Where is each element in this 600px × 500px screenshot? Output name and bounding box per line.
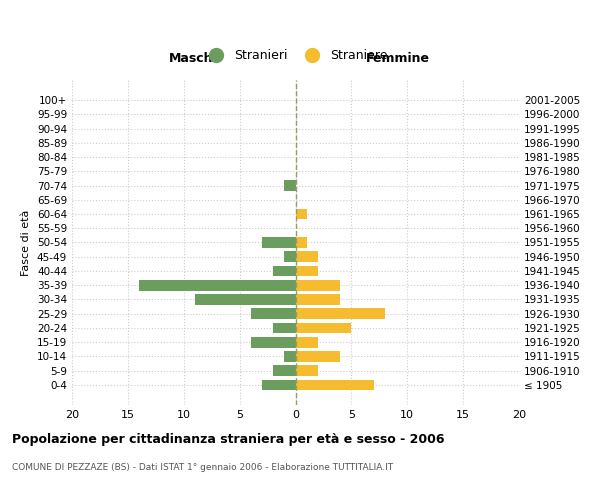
Bar [139, 280, 296, 290]
Bar [284, 180, 296, 191]
Bar [296, 252, 318, 262]
Bar [273, 266, 296, 276]
Bar [251, 337, 296, 347]
Bar [273, 366, 296, 376]
Text: Femmine: Femmine [367, 52, 430, 66]
Bar [251, 308, 296, 319]
Bar [262, 237, 296, 248]
Bar [296, 208, 307, 220]
Legend: Stranieri, Straniere: Stranieri, Straniere [199, 44, 392, 67]
Bar [296, 266, 318, 276]
Bar [296, 308, 385, 319]
Bar [296, 337, 318, 347]
Bar [296, 280, 340, 290]
Text: Popolazione per cittadinanza straniera per età e sesso - 2006: Popolazione per cittadinanza straniera p… [12, 432, 445, 446]
Bar [284, 252, 296, 262]
Y-axis label: Anni di nascita: Anni di nascita [597, 201, 600, 284]
Bar [296, 237, 307, 248]
Bar [296, 322, 352, 334]
Bar [296, 351, 340, 362]
Bar [296, 366, 318, 376]
Bar [195, 294, 296, 305]
Bar [296, 380, 374, 390]
Y-axis label: Fasce di età: Fasce di età [22, 210, 31, 276]
Text: Maschi: Maschi [169, 52, 217, 66]
Text: COMUNE DI PEZZAZE (BS) - Dati ISTAT 1° gennaio 2006 - Elaborazione TUTTITALIA.IT: COMUNE DI PEZZAZE (BS) - Dati ISTAT 1° g… [12, 463, 393, 472]
Bar [284, 351, 296, 362]
Bar [262, 380, 296, 390]
Bar [296, 294, 340, 305]
Bar [273, 322, 296, 334]
